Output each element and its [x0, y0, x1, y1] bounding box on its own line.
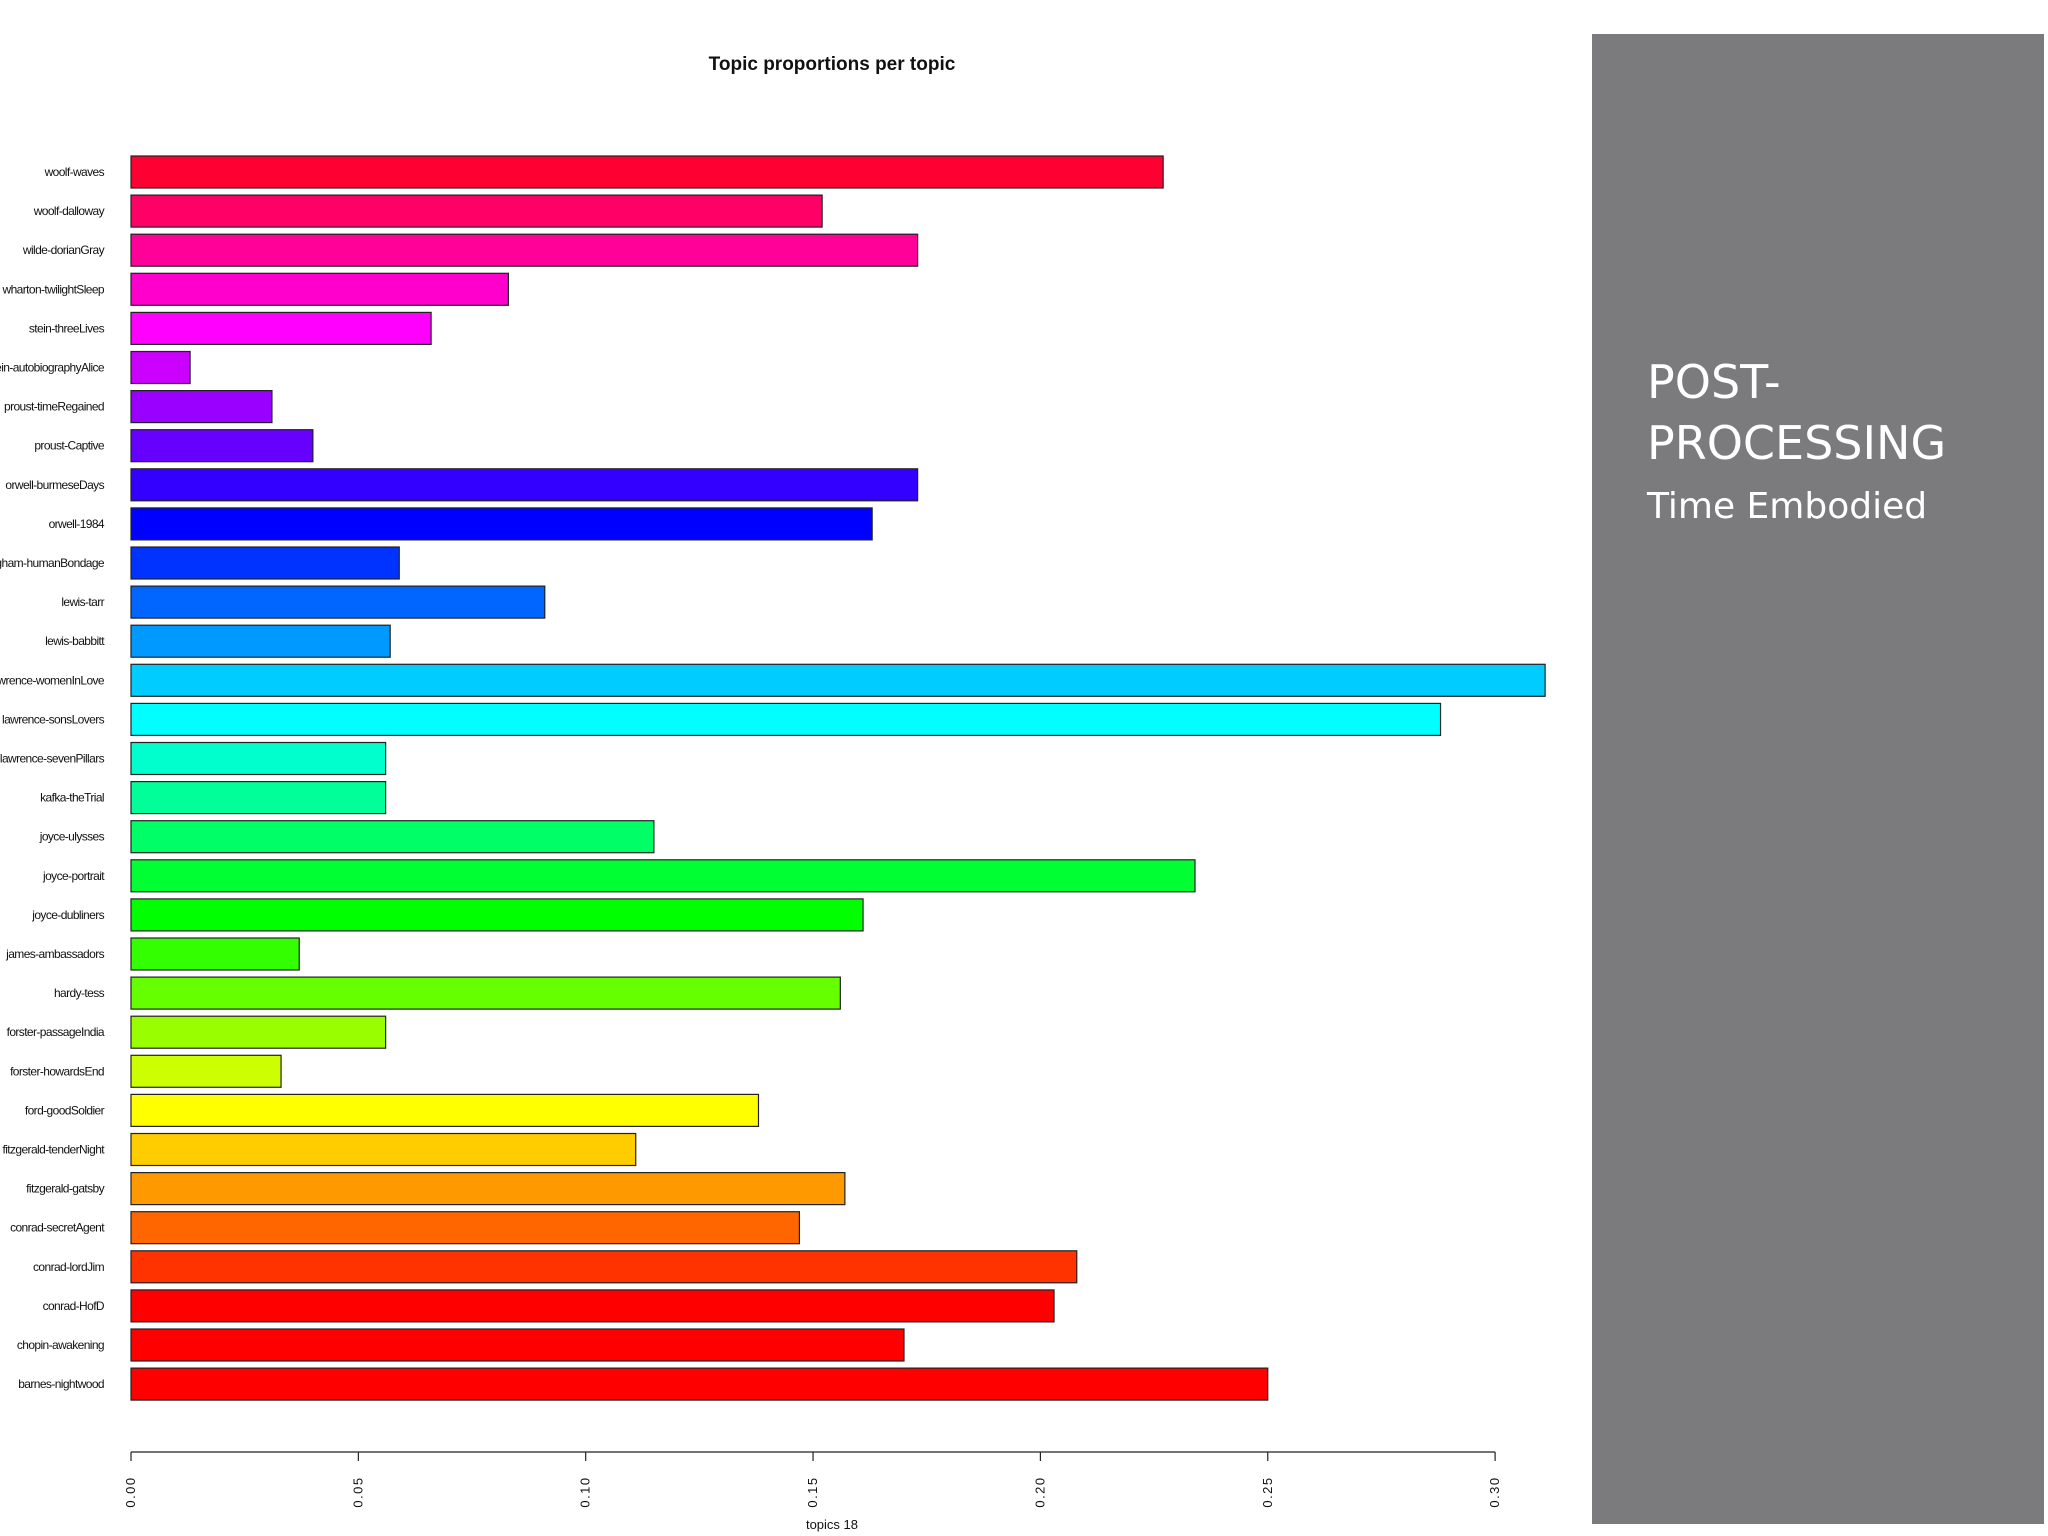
bar-ford-goodSoldier [130, 1093, 760, 1128]
category-label: joyce-dubliners [31, 908, 104, 922]
category-label: lawrence-sonsLovers [2, 712, 105, 726]
bar-orwell-burmeseDays [130, 468, 919, 502]
x-tick-label: 0.20 [1032, 1476, 1047, 1507]
category-label: lawrence-sevenPillars [0, 752, 105, 766]
category-label: fitzgerald-gatsby [26, 1182, 104, 1196]
bar-forster-passageIndia [130, 1015, 387, 1049]
bar-lawrence-womenInLove [130, 663, 1546, 697]
category-label: james-ambassadors [5, 947, 104, 961]
bar-orwell-1984 [130, 507, 873, 541]
x-tick-label: 0.10 [578, 1476, 593, 1507]
bar-joyce-portrait [130, 859, 1196, 893]
category-label: orwell-burmeseDays [5, 478, 104, 492]
slide-title: POST-PROCESSING [1647, 355, 1947, 470]
category-label: wharton-twilightSleep [2, 282, 105, 296]
category-label: conrad-secretAgent [10, 1221, 105, 1235]
bar-lewis-babbitt [130, 624, 391, 658]
bar-conrad-secretAgent [130, 1211, 801, 1245]
category-label: stein-threeLives [29, 321, 105, 335]
category-label: conrad-lordJim [33, 1260, 105, 1274]
x-tick-label: 0.05 [350, 1476, 365, 1507]
bar-joyce-ulysses [130, 820, 655, 854]
bar-hardy-tess [130, 976, 841, 1010]
category-label: chopin-awakening [17, 1338, 104, 1352]
title-panel: POST-PROCESSING Time Embodied [1592, 34, 2044, 1524]
bar-fitzgerald-tenderNight [130, 1132, 637, 1167]
category-labels: woolf-waves woolf-dalloway wilde-dorianGra… [0, 165, 106, 1391]
category-label: proust-timeRegained [4, 400, 104, 414]
bar-stein-autobiographyAlice [130, 350, 191, 385]
bar-maugham-humanBondage [130, 546, 400, 580]
category-label: stein-autobiographyAlice [0, 361, 105, 375]
category-label: lewis-babbitt [45, 634, 105, 648]
x-tick-label: 0.00 [123, 1476, 138, 1507]
category-label: hardy-tess [54, 986, 105, 1000]
chart-title: Topic proportions per topic [709, 54, 956, 75]
category-label: lewis-tarr [61, 595, 104, 609]
category-label: proust-Captive [34, 439, 105, 453]
bar-fitzgerald-gatsby [130, 1171, 846, 1206]
category-label: fitzgerald-tenderNight [2, 1143, 105, 1157]
bar-woolf-waves [130, 155, 1164, 189]
category-label: conrad-HofD [43, 1299, 105, 1313]
bar-stein-threeLives [130, 311, 432, 345]
bar-joyce-dubliners [130, 898, 864, 932]
bar-lewis-tarr [130, 585, 546, 619]
bar-woolf-dalloway [130, 194, 823, 228]
bar-proust-Captive [130, 429, 314, 463]
category-label: wilde-dorianGray [22, 243, 105, 257]
bars-group [130, 155, 1546, 1401]
category-label: maugham-humanBondage [0, 556, 105, 570]
slide-subtitle: Time Embodied [1647, 486, 1928, 527]
x-tick-label: 0.25 [1260, 1476, 1275, 1507]
category-label: forster-passageIndia [7, 1025, 105, 1039]
category-label: ford-goodSoldier [25, 1103, 105, 1117]
bar-james-ambassadors [130, 937, 300, 971]
bar-chart: Topic proportions per topic woolf-wavesw… [0, 54, 1546, 1532]
category-label: woolf-dalloway [33, 204, 105, 218]
category-label: joyce-ulysses [39, 830, 105, 844]
bar-chopin-awakening [130, 1328, 905, 1362]
bar-lawrence-sonsLovers [130, 702, 1442, 737]
category-label: barnes-nightwood [18, 1377, 104, 1391]
bar-conrad-HofD [130, 1289, 1055, 1323]
x-tick-label: 0.15 [805, 1476, 820, 1507]
bar-wharton-twilightSleep [130, 272, 510, 306]
bar-kafka-theTrial [130, 780, 387, 815]
category-label: kafka-theTrial [40, 791, 104, 805]
bar-proust-timeRegained [130, 390, 273, 424]
category-label: joyce-portrait [42, 869, 105, 883]
bar-barnes-nightwood [130, 1367, 1269, 1401]
category-label: orwell-1984 [49, 517, 105, 531]
category-label: forster-howardsEnd [10, 1064, 104, 1078]
bar-wilde-dorianGray [130, 233, 919, 267]
x-axis-label: topics 18 [806, 1517, 858, 1532]
bar-forster-howardsEnd [130, 1054, 282, 1088]
bar-lawrence-sevenPillars [130, 741, 387, 776]
x-axis: 0.00 0.05 0.10 0.15 0.20 0.25 0.30 [123, 1451, 1502, 1508]
category-label: lawrence-womenInLove [0, 673, 105, 687]
category-label: woolf-waves [44, 165, 105, 179]
x-tick-label: 0.30 [1487, 1476, 1502, 1507]
bar-conrad-lordJim [130, 1250, 1078, 1284]
